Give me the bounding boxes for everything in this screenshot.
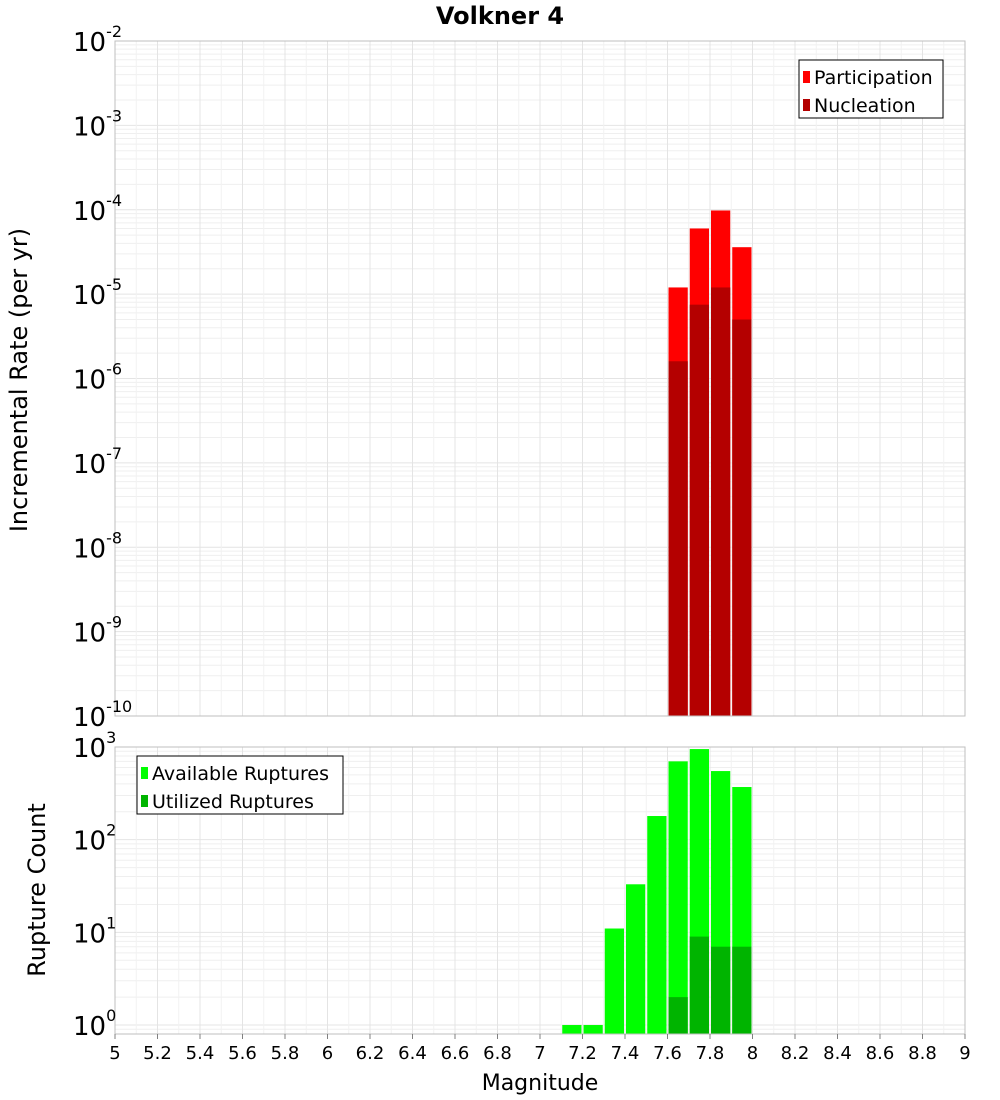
x-tick-label: 6.4 [398,1043,427,1064]
bar-utilized-ruptures-7 [711,946,731,1034]
legend-entry: Available Ruptures [152,763,329,785]
bar-utilized-ruptures-6 [689,936,709,1034]
x-tick-label: 7.2 [568,1043,597,1064]
x-tick-label: 5 [109,1043,120,1064]
x-tick-label: 8 [747,1043,758,1064]
y-tick-label: 10-2 [73,22,122,58]
y-tick-label: 103 [73,728,116,764]
legend-swatch [141,795,148,807]
bar-nucleation-1 [689,304,709,716]
y-tick-label: 102 [73,821,116,857]
bar-available-ruptures-2 [604,928,624,1034]
y-tick-label: 10-8 [73,528,122,564]
y-tick-label: 10-10 [73,697,132,733]
bottom-y-axis-label: Rupture Count [23,803,51,977]
x-tick-label: 5.6 [228,1043,257,1064]
bottom-plot: 100 101 102 103 Available Ruptures Utilized R… [73,728,971,1064]
y-tick-label: 10-9 [73,613,122,649]
y-tick-label: 10-5 [73,275,122,311]
bar-available-ruptures-4 [647,816,667,1034]
legend-swatch [803,99,810,111]
x-tick-label: 8.2 [781,1043,810,1064]
x-tick-label: 6.6 [441,1043,470,1064]
bar-nucleation-0 [668,361,688,716]
y-tick-label: 100 [73,1006,116,1042]
x-tick-label: 8.8 [908,1043,937,1064]
x-tick-label: 8.6 [866,1043,895,1064]
x-tick-label: 7.8 [696,1043,725,1064]
x-tick-label: 7.6 [653,1043,682,1064]
y-tick-label: 10-4 [73,191,122,227]
bar-nucleation-2 [711,287,731,716]
y-tick-label: 10-6 [73,360,122,396]
y-tick-label: 10-3 [73,106,122,142]
chart-title: Volkner 4 [436,2,564,30]
x-tick-label: 6 [322,1043,333,1064]
x-tick-label: 7 [534,1043,545,1064]
bar-available-ruptures-1 [583,1025,603,1034]
legend-swatch [803,71,810,83]
legend-entry: Nucleation [814,95,916,117]
top-y-axis-label: Incremental Rate (per yr) [5,228,33,532]
x-tick-label: 7.4 [611,1043,640,1064]
legend: Participation Nucleation [798,59,944,119]
legend-entry: Participation [814,67,933,89]
legend-entry: Utilized Ruptures [152,791,314,813]
x-tick-label: 5.8 [271,1043,300,1064]
bar-nucleation-3 [732,319,752,716]
bar-available-ruptures-5 [668,761,688,1034]
bar-utilized-ruptures-5 [668,997,688,1034]
legend-box [136,755,344,815]
x-tick-label: 5.4 [186,1043,215,1064]
legend-box [798,59,944,119]
x-tick-label: 8.4 [823,1043,852,1064]
bar-available-ruptures-3 [626,884,646,1034]
top-plot: 10-10 10-9 10-8 10-7 10-6 10-5 10-4 10-3 10-2 Par… [73,22,966,733]
bar-utilized-ruptures-8 [732,946,752,1034]
x-tick-label: 6.8 [483,1043,512,1064]
legend-swatch [141,767,148,779]
x-tick-label: 5.2 [143,1043,172,1064]
bar-available-ruptures-0 [562,1025,582,1034]
x-axis-label: Magnitude [482,1071,599,1096]
y-tick-label: 10-7 [73,444,122,480]
x-tick-label: 6.2 [356,1043,385,1064]
x-tick-label: 9 [959,1043,970,1064]
legend: Available Ruptures Utilized Ruptures [136,755,344,815]
y-tick-label: 101 [73,913,116,949]
plot-frame [114,40,966,717]
